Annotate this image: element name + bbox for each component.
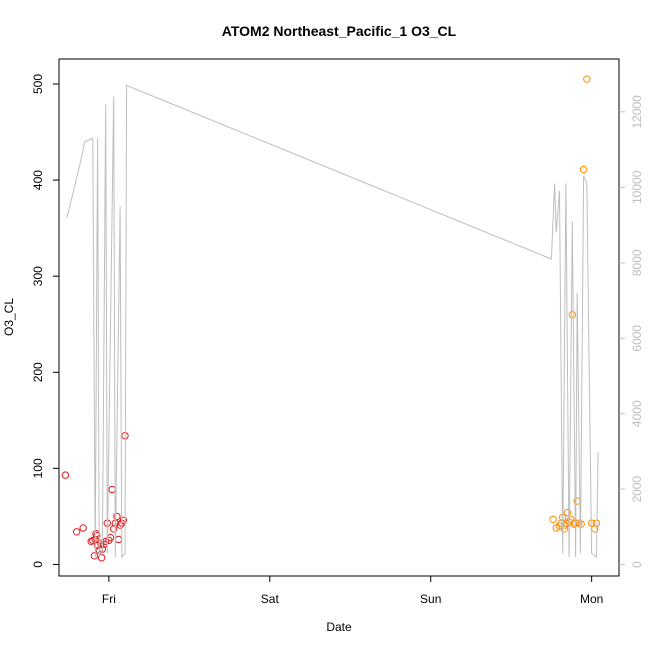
y2-tick-label-5: 10000 — [630, 170, 644, 204]
y-axis-label: O3_CL — [2, 298, 16, 336]
x-axis: Fri Sat Sun Mon — [102, 576, 603, 606]
y2-tick-label-2: 4000 — [630, 400, 644, 427]
y2-axis: 0 2000 4000 6000 8000 10000 12000 — [619, 95, 644, 568]
y2-tick-label-6: 12000 — [630, 95, 644, 129]
series-0-point-26 — [119, 516, 128, 524]
y-tick-label-4: 400 — [31, 170, 45, 190]
series-0-point-22 — [113, 512, 121, 521]
series-0-point-0 — [61, 471, 70, 479]
y2-tick-label-3: 6000 — [630, 325, 644, 352]
y-tick-label-3: 300 — [31, 266, 45, 286]
y2-tick-label-0: 0 — [630, 561, 644, 568]
series-0-point-12 — [97, 554, 106, 562]
series-1-point-16 — [577, 520, 585, 528]
series-0-point-2 — [79, 524, 87, 532]
series-1-point-11 — [568, 310, 577, 319]
x-tick-label-0: Fri — [102, 592, 116, 606]
series-2-line — [66, 84, 599, 559]
x-tick-label-3: Mon — [580, 592, 603, 606]
series-0-point-3 — [87, 537, 95, 546]
series-0-point-5 — [90, 552, 99, 560]
series-0-point-8 — [93, 531, 101, 540]
x-tick-label-1: Sat — [261, 592, 280, 606]
y2-tick-label-1: 2000 — [630, 476, 644, 503]
series-0-point-19 — [108, 485, 116, 494]
x-axis-label: Date — [326, 620, 352, 634]
y-axis: 0 100 200 300 400 500 — [31, 74, 59, 568]
series-1-point-21 — [592, 519, 601, 527]
series-1-point-17 — [579, 165, 588, 174]
x-tick-label-2: Sun — [420, 592, 441, 606]
y-tick-label-0: 0 — [31, 561, 45, 568]
series-0-point-23 — [114, 535, 123, 544]
series-1-point-12 — [570, 520, 578, 528]
series-1-point-18 — [583, 75, 591, 83]
y-tick-label-2: 200 — [31, 362, 45, 382]
y2-tick-label-4: 8000 — [630, 249, 644, 276]
series-layer — [61, 75, 601, 562]
series-1-point-8 — [563, 508, 572, 517]
chart-title: ATOM2 Northeast_Pacific_1 O3_CL — [222, 23, 457, 39]
y-tick-label-1: 100 — [31, 458, 45, 478]
series-0-point-1 — [73, 528, 81, 536]
series-1-point-0 — [549, 515, 557, 524]
y-tick-label-5: 500 — [31, 74, 45, 94]
plot-frame — [58, 58, 620, 577]
